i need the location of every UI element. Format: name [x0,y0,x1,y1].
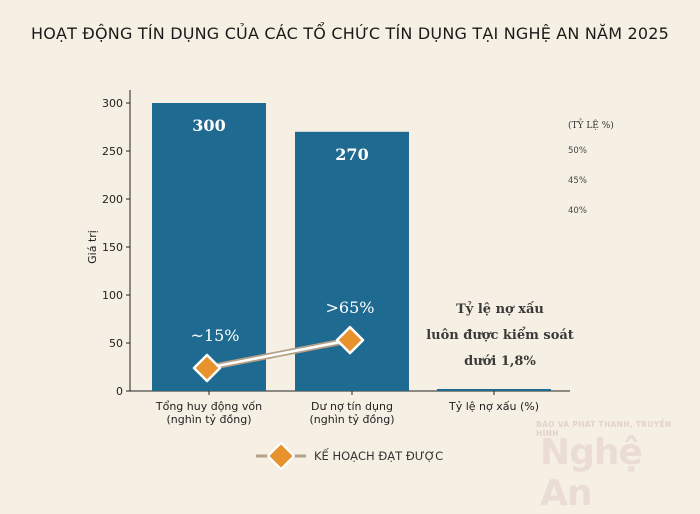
watermark-logo: Nghệ An [540,432,643,514]
chart-title: HOẠT ĐỘNG TÍN DỤNG CỦA CÁC TỔ CHỨC TÍN D… [30,24,670,43]
y-tick-label: 50 [109,337,123,350]
bad-debt-annotation: Tỷ lệ nợ xấu luôn được kiểm soát dưới 1,8% [426,301,574,369]
x-axis-labels: Tổng huy động vốn(nghìn tỷ đồng)Dư nợ tí… [155,391,539,426]
y-tick-label: 150 [102,241,123,254]
y-tick-label: 200 [102,193,123,206]
credit-activity-chart: 0 50 100 150 200 250 300 Giá trị 300 270 Tổng hu… [86,90,614,470]
x-tick-label: (nghìn tỷ đồng) [309,413,394,426]
legend-diamond-marker [267,442,295,470]
bar [152,103,266,391]
annotation-line: luôn được kiểm soát [426,327,574,343]
secondary-tick-label: 50% [568,146,587,156]
y-tick-label: 300 [102,97,123,110]
y-tick-label: 0 [116,385,123,398]
legend: KẾ HOẠCH ĐẠT ĐƯỢC [256,442,443,470]
plan-diamond-marker [335,325,365,355]
plan-line-segment-inner [205,338,352,370]
x-tick-label: Dư nợ tín dụng [311,400,393,413]
plan-diamond-marker [192,353,222,383]
x-tick-label: Tỷ lệ nợ xấu (%) [448,400,539,413]
x-tick-label: Tổng huy động vốn [155,400,262,413]
plan-value-label: ~15% [191,326,240,345]
legend-label: KẾ HOẠCH ĐẠT ĐƯỢC [314,447,443,463]
bar-value-label: 270 [335,145,368,164]
watermark-tagline: BÁO VÀ PHÁT THANH, TRUYỀN HÌNH [536,420,672,438]
bar [437,389,551,391]
plan-line: ~15% >65% [191,298,375,383]
secondary-tick-label: 40% [568,206,587,216]
y-tick-label: 100 [102,289,123,302]
annotation-line: dưới 1,8% [464,354,536,369]
x-tick-label: (nghìn tỷ đồng) [166,413,251,426]
bar-labels: 300 270 [192,116,368,164]
y-tick-label: 250 [102,145,123,158]
secondary-axis-title: (TỶ LỆ %) [568,118,614,131]
y-axis-title: Giá trị [86,230,99,264]
secondary-tick-label: 45% [568,176,587,186]
plan-value-label: >65% [326,298,375,317]
secondary-axis: (TỶ LỆ %) 50% 45% 40% [568,118,614,216]
annotation-line: Tỷ lệ nợ xấu [456,301,544,317]
bar-value-label: 300 [192,116,225,135]
